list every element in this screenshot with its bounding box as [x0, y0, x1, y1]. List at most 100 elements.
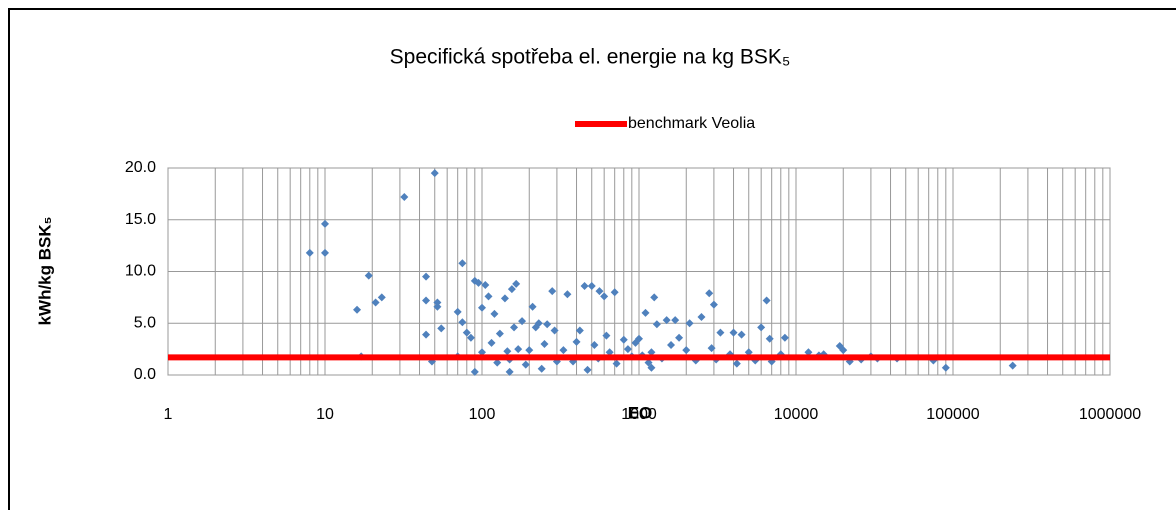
- data-point: [371, 298, 380, 307]
- data-point: [765, 334, 774, 343]
- data-point: [540, 339, 549, 348]
- data-point: [550, 326, 559, 335]
- data-point: [305, 248, 314, 257]
- data-point: [762, 296, 771, 305]
- data-point: [707, 344, 716, 353]
- data-point: [587, 281, 596, 290]
- data-point: [675, 333, 684, 342]
- data-point: [490, 309, 499, 318]
- data-point: [709, 300, 718, 309]
- data-point: [518, 317, 527, 326]
- data-point: [514, 345, 523, 354]
- data-point: [685, 319, 694, 328]
- x-tick-label: 1: [164, 406, 173, 423]
- data-point: [619, 335, 628, 344]
- y-axis-label: kWh/kg BSK₅: [35, 217, 54, 326]
- data-point: [534, 319, 543, 328]
- x-tick-label: 100000: [926, 406, 979, 423]
- x-tick-label: 10: [316, 406, 334, 423]
- data-point: [537, 364, 546, 373]
- data-point: [478, 303, 486, 312]
- data-point: [377, 293, 386, 302]
- data-point: [744, 348, 753, 357]
- data-point: [433, 298, 442, 307]
- data-point: [757, 323, 766, 332]
- data-point: [623, 345, 632, 354]
- data-point: [590, 340, 599, 349]
- data-point: [804, 348, 813, 357]
- data-point: [612, 359, 621, 368]
- data-point: [505, 367, 514, 376]
- data-point: [503, 347, 512, 356]
- data-point: [543, 320, 552, 329]
- data-point: [484, 292, 493, 301]
- data-point: [512, 279, 521, 288]
- data-point: [600, 292, 609, 301]
- x-tick-label: 100: [469, 406, 496, 423]
- data-point: [737, 330, 746, 339]
- y-tick-label: 10.0: [125, 263, 156, 280]
- data-point: [602, 331, 611, 340]
- y-tick-label: 20.0: [125, 159, 156, 176]
- data-point: [528, 302, 537, 311]
- data-point: [662, 316, 671, 325]
- data-point: [422, 296, 431, 305]
- x-tick-label: 1000000: [1079, 406, 1141, 423]
- data-point: [474, 278, 483, 287]
- data-point: [635, 334, 643, 343]
- data-point: [495, 329, 504, 338]
- data-point: [647, 348, 656, 357]
- data-point: [462, 328, 471, 337]
- data-point: [1008, 361, 1017, 370]
- data-point: [433, 302, 442, 311]
- data-point: [458, 259, 467, 268]
- x-axis-label: EO: [628, 403, 653, 422]
- data-point: [641, 308, 650, 317]
- data-point: [525, 346, 534, 355]
- data-point: [650, 293, 659, 302]
- data-point: [493, 358, 502, 367]
- data-point: [716, 328, 725, 337]
- data-point: [839, 346, 848, 355]
- data-point: [729, 328, 738, 337]
- chart-title: Specifická spotřeba el. energie na kg BS…: [390, 46, 791, 69]
- data-point: [644, 358, 653, 367]
- data-point: [353, 305, 362, 314]
- data-point: [559, 346, 568, 355]
- data-point: [667, 340, 676, 349]
- data-point: [422, 330, 431, 339]
- data-point: [364, 271, 373, 280]
- data-point: [521, 360, 530, 369]
- data-point: [580, 281, 589, 290]
- data-point: [575, 326, 584, 335]
- data-point: [647, 363, 656, 372]
- data-point: [481, 280, 490, 289]
- data-point: [548, 287, 557, 296]
- data-point: [510, 323, 519, 332]
- data-point: [466, 333, 475, 342]
- data-point: [453, 307, 462, 316]
- data-point: [321, 248, 329, 257]
- data-point: [478, 348, 486, 357]
- y-tick-label: 15.0: [125, 211, 156, 228]
- x-tick-label: 1000: [621, 406, 657, 423]
- data-point: [572, 337, 581, 346]
- data-point: [697, 313, 706, 322]
- data-point: [941, 363, 950, 372]
- data-point: [605, 348, 614, 357]
- data-point: [595, 287, 604, 296]
- data-point: [610, 288, 619, 297]
- data-point: [437, 324, 446, 333]
- data-point: [583, 365, 592, 374]
- y-tick-label: 5.0: [134, 314, 156, 331]
- data-point: [422, 272, 431, 281]
- data-point: [470, 367, 479, 376]
- data-point: [507, 285, 516, 294]
- data-point: [652, 320, 661, 329]
- y-tick-label: 0.0: [134, 366, 156, 383]
- data-point: [780, 333, 789, 342]
- x-tick-label: 10000: [774, 406, 819, 423]
- data-point: [563, 290, 572, 299]
- data-point: [500, 294, 509, 303]
